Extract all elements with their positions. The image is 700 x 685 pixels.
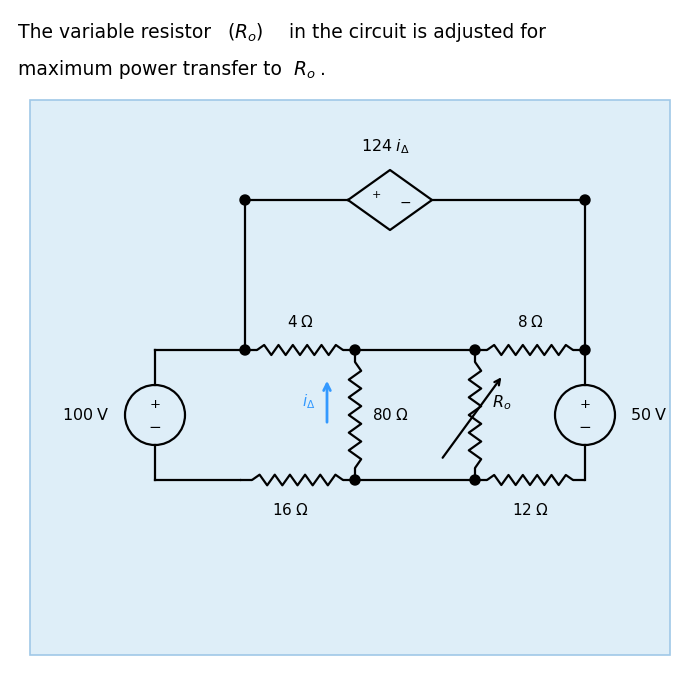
Text: maximum power transfer to: maximum power transfer to — [18, 60, 288, 79]
FancyBboxPatch shape — [30, 100, 670, 655]
Text: $16\;\Omega$: $16\;\Omega$ — [272, 502, 308, 518]
Circle shape — [470, 475, 480, 485]
Circle shape — [580, 345, 590, 355]
Text: $100\;\mathrm{V}$: $100\;\mathrm{V}$ — [62, 407, 110, 423]
Text: $R_o$: $R_o$ — [293, 60, 316, 81]
Circle shape — [350, 475, 360, 485]
Text: −: − — [148, 421, 162, 436]
Text: $50\;\mathrm{V}$: $50\;\mathrm{V}$ — [630, 407, 668, 423]
Text: in the circuit is adjusted for: in the circuit is adjusted for — [283, 23, 546, 42]
Text: −: − — [579, 421, 592, 436]
Circle shape — [470, 345, 480, 355]
Text: $8\;\Omega$: $8\;\Omega$ — [517, 314, 543, 330]
Circle shape — [240, 345, 250, 355]
Text: $(R_o)$: $(R_o)$ — [227, 22, 264, 44]
Text: +: + — [580, 399, 591, 412]
Circle shape — [350, 345, 360, 355]
Text: The variable resistor: The variable resistor — [18, 23, 217, 42]
Text: $i_\Delta$: $i_\Delta$ — [302, 392, 315, 411]
Text: $80\;\Omega$: $80\;\Omega$ — [372, 407, 409, 423]
Text: .: . — [320, 60, 326, 79]
Text: $124\;i_\Delta$: $124\;i_\Delta$ — [360, 137, 409, 156]
Circle shape — [580, 195, 590, 205]
Text: −: − — [399, 196, 411, 210]
Text: $4\;\Omega$: $4\;\Omega$ — [286, 314, 314, 330]
Text: +: + — [150, 399, 160, 412]
Text: $12\;\Omega$: $12\;\Omega$ — [512, 502, 548, 518]
Text: $R_o$: $R_o$ — [492, 394, 512, 412]
Circle shape — [240, 195, 250, 205]
Text: +: + — [371, 190, 381, 200]
